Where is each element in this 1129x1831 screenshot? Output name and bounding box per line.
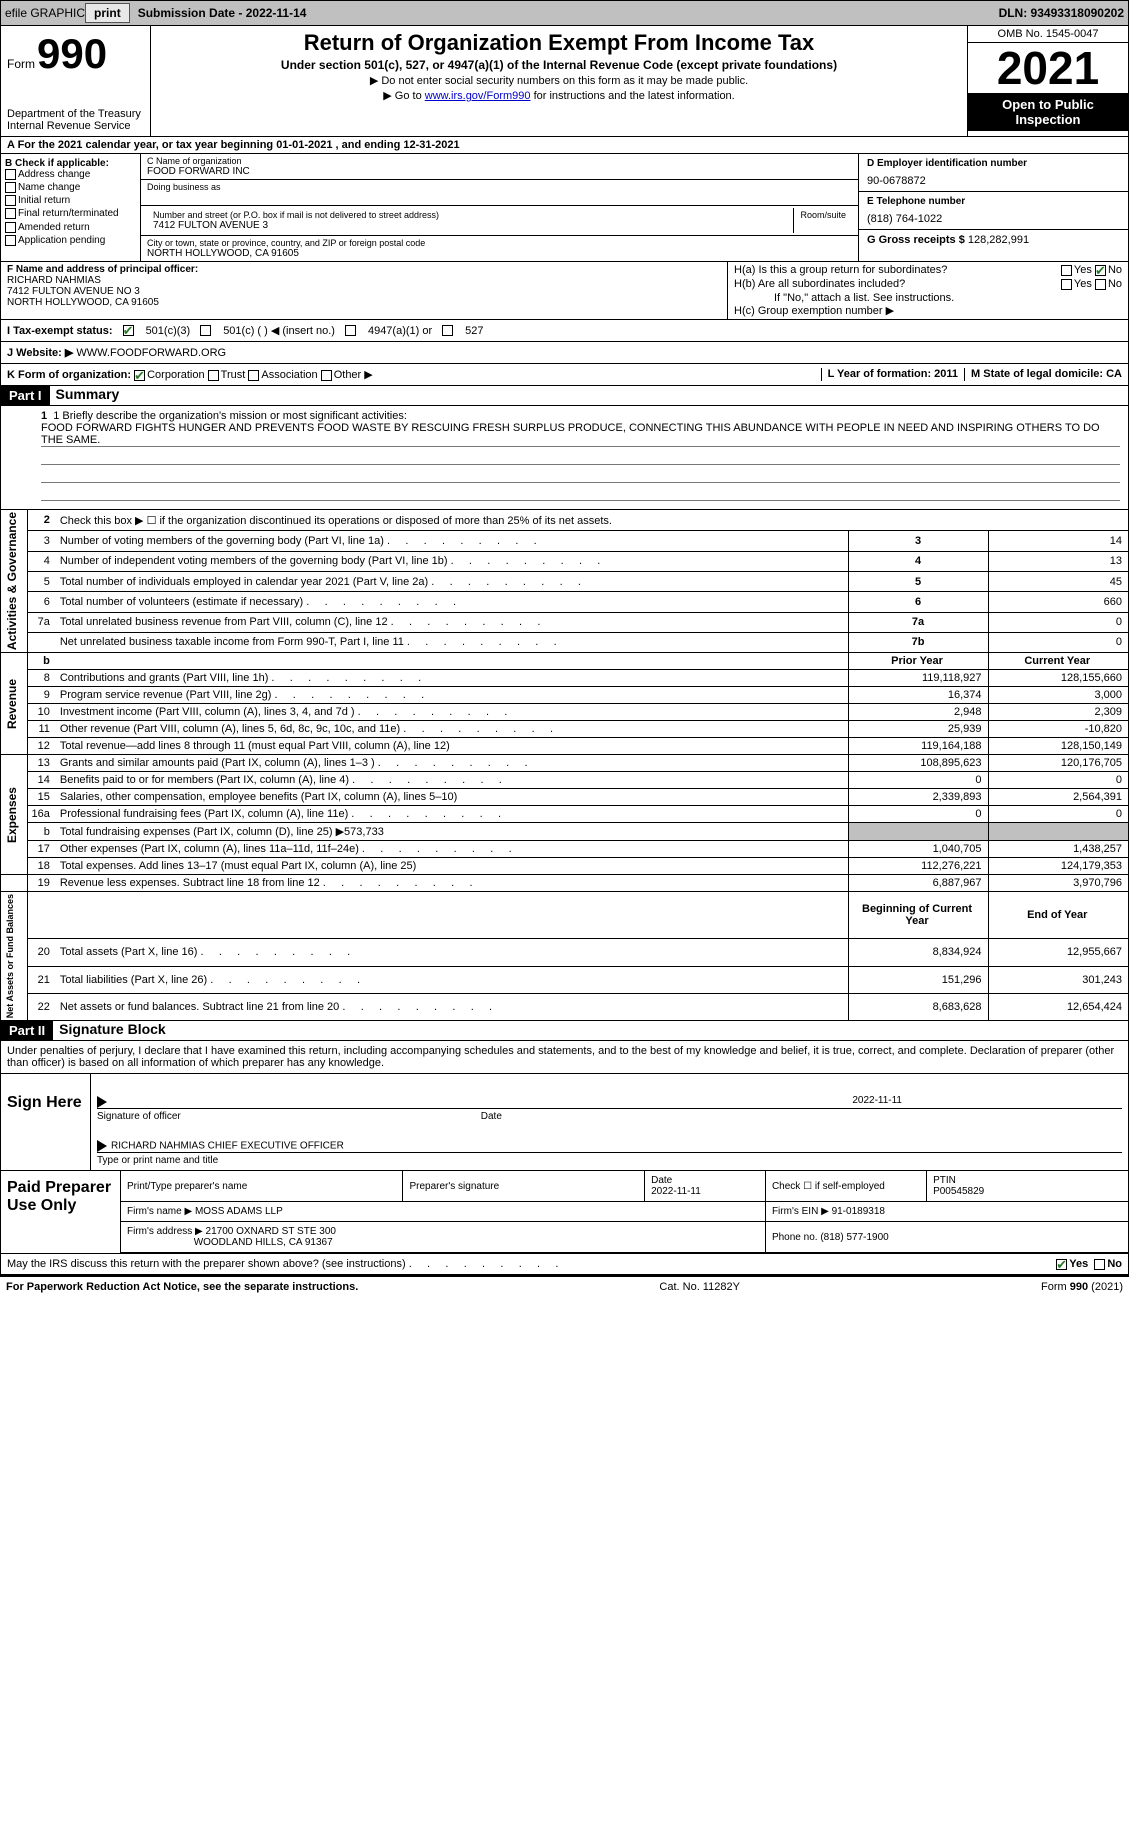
efile-label: efile GRAPHIC bbox=[5, 6, 85, 20]
penalty-text: Under penalties of perjury, I declare th… bbox=[0, 1041, 1129, 1074]
summary-table: Activities & Governance 2 Check this box… bbox=[1, 509, 1128, 1020]
row-j: J Website: ▶ WWW.FOODFORWARD.ORG bbox=[0, 342, 1129, 364]
firm-ein: 91-0189318 bbox=[832, 1206, 885, 1217]
ptin: P00545829 bbox=[933, 1186, 984, 1197]
city-label: City or town, state or province, country… bbox=[147, 238, 852, 248]
part2-header: Part II bbox=[1, 1021, 53, 1040]
prep-date: 2022-11-11 bbox=[651, 1186, 701, 1197]
l-year: L Year of formation: 2011 bbox=[821, 368, 958, 381]
officer-addr1: 7412 FULTON AVENUE NO 3 bbox=[7, 286, 140, 297]
sign-block: Sign Here 2022-11-11 Signature of office… bbox=[0, 1074, 1129, 1171]
col-c: C Name of organization FOOD FORWARD INC … bbox=[141, 154, 858, 261]
i-label: I Tax-exempt status: bbox=[7, 325, 113, 337]
footer-right: Form 990 (2021) bbox=[1041, 1281, 1123, 1293]
phone-value: (818) 764-1022 bbox=[867, 213, 1120, 225]
firm-name: MOSS ADAMS LLP bbox=[195, 1206, 283, 1217]
ha-label: H(a) Is this a group return for subordin… bbox=[734, 264, 947, 276]
name-label: C Name of organization bbox=[147, 156, 852, 166]
street-address: 7412 FULTON AVENUE 3 bbox=[153, 220, 787, 231]
prep-print-label: Print/Type preparer's name bbox=[121, 1171, 403, 1202]
prep-check-label: Check ☐ if self-employed bbox=[765, 1171, 926, 1202]
vlab-exp: Expenses bbox=[5, 787, 23, 843]
col-d: D Employer identification number 90-0678… bbox=[858, 154, 1128, 261]
tax-year: 2021 bbox=[968, 43, 1128, 93]
dln: DLN: 93493318090202 bbox=[999, 6, 1124, 20]
form-header: Form 990 Department of the Treasury Inte… bbox=[0, 26, 1129, 137]
footer-left: For Paperwork Reduction Act Notice, see … bbox=[6, 1281, 358, 1293]
officer-name: RICHARD NAHMIAS bbox=[7, 275, 101, 286]
main-block: B Check if applicable: Address change Na… bbox=[0, 154, 1129, 262]
mission-text: FOOD FORWARD FIGHTS HUNGER AND PREVENTS … bbox=[41, 422, 1120, 447]
row-fh: F Name and address of principal officer:… bbox=[0, 262, 1129, 320]
col-b: B Check if applicable: Address change Na… bbox=[1, 154, 141, 261]
m-state: M State of legal domicile: CA bbox=[964, 368, 1122, 381]
vlab-net: Net Assets or Fund Balances bbox=[5, 894, 23, 1018]
col-b-label: B Check if applicable: bbox=[5, 158, 109, 169]
type-name-label: Type or print name and title bbox=[97, 1155, 1122, 1166]
discuss-row: May the IRS discuss this return with the… bbox=[0, 1254, 1129, 1275]
addr-label: Number and street (or P.O. box if mail i… bbox=[153, 210, 787, 220]
firm-phone: (818) 577-1900 bbox=[820, 1232, 888, 1243]
part1-header: Part I bbox=[1, 386, 50, 405]
ein-label: D Employer identification number bbox=[867, 158, 1120, 169]
sig-officer-label: Signature of officer bbox=[97, 1111, 181, 1122]
officer-addr2: NORTH HOLLYWOOD, CA 91605 bbox=[7, 297, 159, 308]
dba-label: Doing business as bbox=[147, 182, 852, 192]
dept-label: Department of the Treasury Internal Reve… bbox=[7, 108, 144, 132]
vlab-gov: Activities & Governance bbox=[5, 512, 23, 650]
print-button[interactable]: print bbox=[85, 3, 130, 23]
open-inspection: Open to Public Inspection bbox=[968, 93, 1128, 131]
officer-printed: RICHARD NAHMIAS CHIEF EXECUTIVE OFFICER bbox=[111, 1141, 344, 1152]
sign-here-label: Sign Here bbox=[1, 1074, 91, 1170]
form-number: 990 bbox=[37, 30, 107, 78]
city-state-zip: NORTH HOLLYWOOD, CA 91605 bbox=[147, 248, 852, 259]
hb-label: H(b) Are all subordinates included? bbox=[734, 278, 905, 290]
hb-note: If "No," attach a list. See instructions… bbox=[734, 292, 1122, 304]
preparer-label: Paid Preparer Use Only bbox=[1, 1171, 121, 1253]
note-ssn: Do not enter social security numbers on … bbox=[157, 74, 961, 87]
note-link: Go to www.irs.gov/Form990 for instructio… bbox=[157, 89, 961, 102]
room-label: Room/suite bbox=[800, 210, 846, 220]
footer-mid: Cat. No. 11282Y bbox=[659, 1281, 740, 1293]
form-label: Form bbox=[7, 57, 35, 71]
j-label: J Website: ▶ bbox=[7, 347, 73, 359]
row-i: I Tax-exempt status: 501(c)(3) 501(c) ( … bbox=[0, 320, 1129, 342]
prep-sig-label: Preparer's signature bbox=[403, 1171, 645, 1202]
k-label: K Form of organization: bbox=[7, 369, 131, 381]
topbar: efile GRAPHIC print Submission Date - 20… bbox=[0, 0, 1129, 26]
ein-value: 90-0678872 bbox=[867, 175, 1120, 187]
part1-title: Summary bbox=[56, 386, 120, 405]
irs-link[interactable]: www.irs.gov/Form990 bbox=[425, 90, 531, 102]
org-name: FOOD FORWARD INC bbox=[147, 166, 852, 177]
part2-title: Signature Block bbox=[59, 1021, 166, 1040]
footer: For Paperwork Reduction Act Notice, see … bbox=[0, 1275, 1129, 1297]
website: WWW.FOODFORWARD.ORG bbox=[76, 347, 226, 359]
phone-label: E Telephone number bbox=[867, 196, 1120, 207]
form-title: Return of Organization Exempt From Incom… bbox=[157, 30, 961, 56]
gross-label: G Gross receipts $ bbox=[867, 234, 965, 246]
firm-addr1: 21700 OXNARD ST STE 300 bbox=[206, 1226, 336, 1237]
preparer-block: Paid Preparer Use Only Print/Type prepar… bbox=[0, 1171, 1129, 1254]
submission-date: Submission Date - 2022-11-14 bbox=[138, 6, 307, 20]
vlab-rev: Revenue bbox=[5, 679, 23, 729]
omb-number: OMB No. 1545-0047 bbox=[968, 26, 1128, 43]
form-subtitle: Under section 501(c), 527, or 4947(a)(1)… bbox=[157, 58, 961, 72]
gross-value: 128,282,991 bbox=[968, 234, 1029, 246]
mission-label: 1 1 Briefly describe the organization's … bbox=[41, 410, 1120, 422]
f-label: F Name and address of principal officer: bbox=[7, 264, 198, 275]
firm-addr2: WOODLAND HILLS, CA 91367 bbox=[194, 1237, 333, 1248]
hc-label: H(c) Group exemption number ▶ bbox=[734, 304, 1122, 317]
sig-date: 2022-11-11 bbox=[852, 1095, 902, 1106]
line2: Check this box ▶ ☐ if the organization d… bbox=[56, 510, 1128, 531]
discuss-q: May the IRS discuss this return with the… bbox=[7, 1258, 558, 1270]
row-a: A For the 2021 calendar year, or tax yea… bbox=[0, 137, 1129, 154]
row-k: K Form of organization: Corporation Trus… bbox=[0, 364, 1129, 386]
date-label: Date bbox=[481, 1111, 502, 1122]
